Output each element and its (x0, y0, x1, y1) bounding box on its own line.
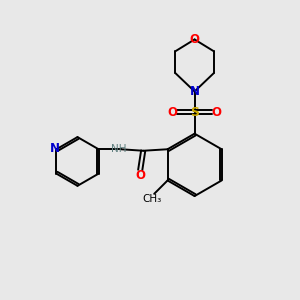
Text: N: N (50, 142, 60, 155)
Text: N: N (190, 85, 200, 98)
Text: S: S (190, 106, 199, 119)
Text: NH: NH (111, 144, 126, 154)
Text: O: O (190, 33, 200, 46)
Text: O: O (212, 106, 222, 119)
Text: O: O (135, 169, 145, 182)
Text: O: O (167, 106, 177, 119)
Text: CH₃: CH₃ (142, 194, 162, 204)
